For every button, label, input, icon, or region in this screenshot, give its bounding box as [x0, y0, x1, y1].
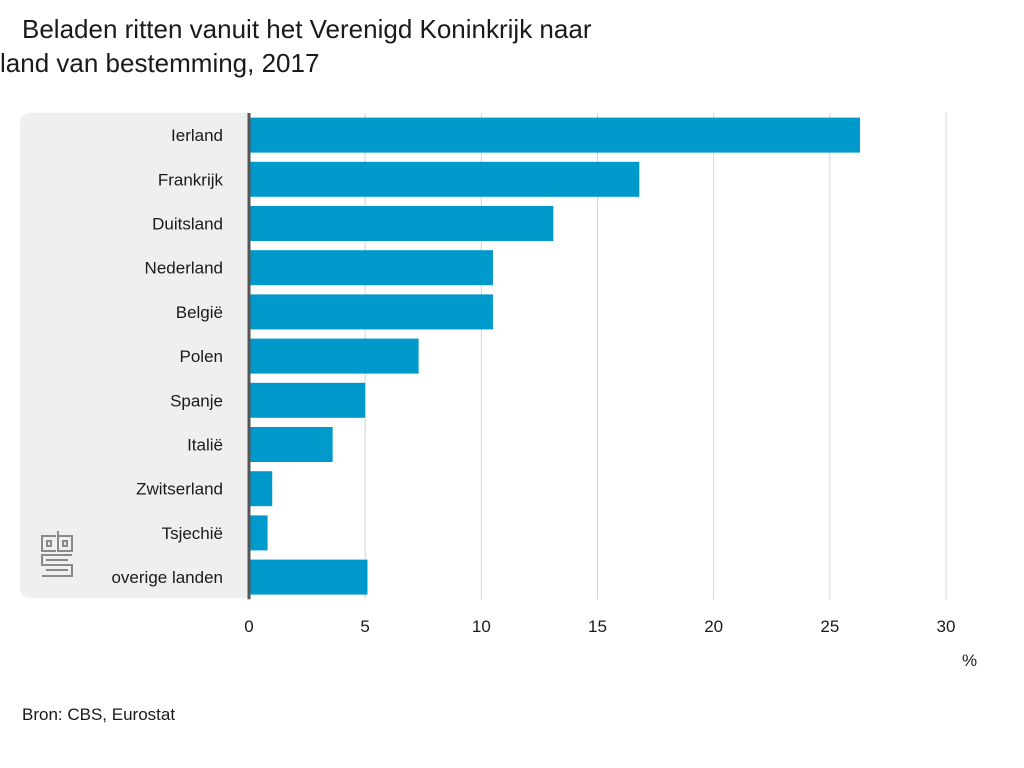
x-tick-labels: 0 5 10 15 20 25 30 [244, 617, 955, 636]
bar [249, 471, 273, 507]
x-tick-label: 0 [244, 617, 253, 636]
category-label: Spanje [170, 391, 223, 410]
category-label: Tsjechië [162, 524, 223, 543]
x-tick-label: 30 [937, 617, 956, 636]
x-tick-label: 15 [588, 617, 607, 636]
x-tick-label: 20 [704, 617, 723, 636]
bar [249, 206, 554, 241]
category-label: Nederland [145, 259, 223, 278]
category-label: Polen [180, 347, 223, 366]
bar [249, 250, 493, 286]
category-label: overige landen [111, 568, 223, 587]
bar [249, 338, 419, 374]
category-label: België [176, 303, 223, 322]
category-label-panel [20, 113, 248, 598]
x-tick-label: 5 [360, 617, 369, 636]
category-label: Frankrijk [158, 170, 224, 189]
bar [249, 294, 493, 330]
x-tick-label: 10 [472, 617, 491, 636]
chart-title-line-1: Beladen ritten vanuit het Verenigd Konin… [22, 14, 592, 44]
bar [249, 427, 333, 462]
bar [249, 515, 268, 551]
chart-title-line-2: land van bestemming, 2017 [0, 48, 320, 78]
category-label: Ierland [171, 126, 223, 145]
bar [249, 117, 861, 153]
bar [249, 559, 368, 595]
bar [249, 382, 366, 418]
bar [249, 161, 640, 197]
chart-title: Beladen ritten vanuit het Verenigd Konin… [0, 12, 700, 80]
cbs-logo-icon [41, 531, 73, 577]
x-tick-label: 25 [820, 617, 839, 636]
category-label: Zwitserland [136, 480, 223, 499]
category-labels: Ierland Frankrijk Duitsland Nederland België… [111, 126, 223, 587]
category-label: Duitsland [152, 215, 223, 234]
x-axis-unit-label: % [962, 651, 978, 670]
category-label: Italië [187, 436, 223, 455]
bars [249, 117, 861, 595]
source-note: Bron: CBS, Eurostat [22, 705, 176, 724]
